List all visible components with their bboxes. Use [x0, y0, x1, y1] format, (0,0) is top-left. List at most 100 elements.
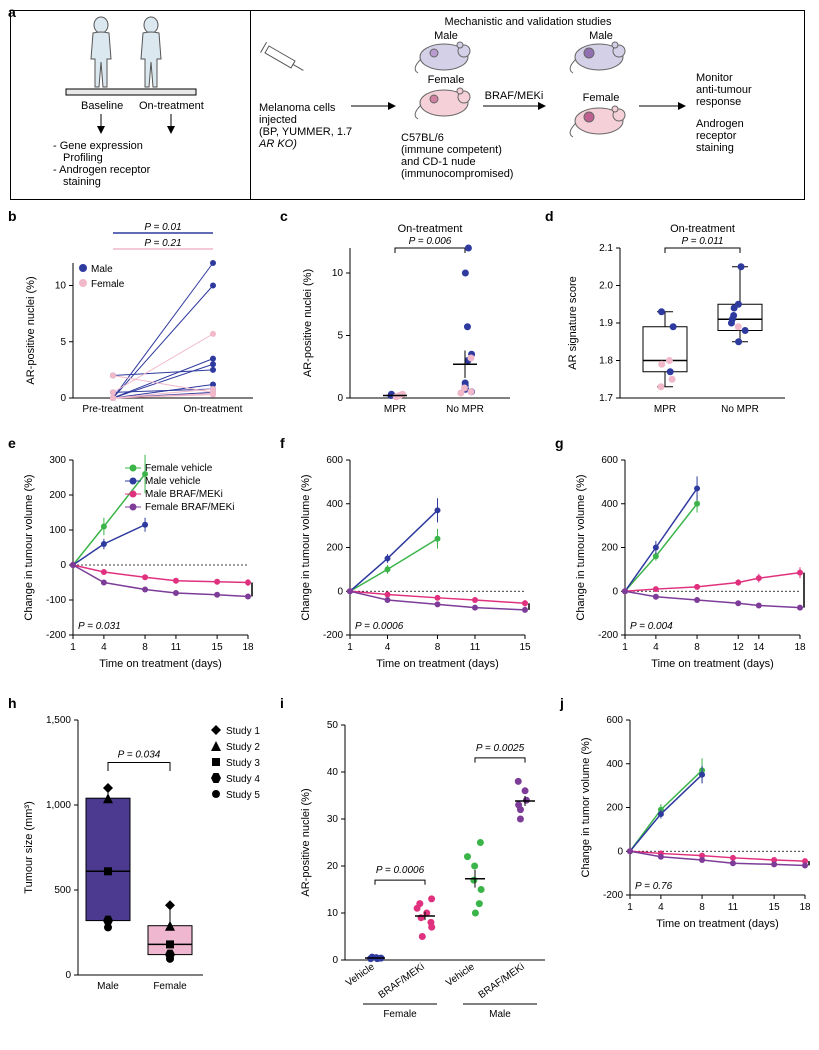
svg-text:0: 0: [337, 393, 343, 404]
chart-g: -2000200400600148121418Change in tumour …: [570, 445, 810, 685]
svg-text:On-treatment: On-treatment: [670, 223, 735, 235]
svg-text:1,000: 1,000: [46, 800, 71, 811]
svg-text:600: 600: [326, 455, 343, 466]
svg-text:8: 8: [435, 642, 441, 653]
svg-text:Time on treatment (days): Time on treatment (days): [651, 658, 773, 670]
svg-text:15: 15: [212, 642, 224, 653]
svg-text:(immune competent): (immune competent): [401, 144, 502, 156]
svg-text:P = 0.006: P = 0.006: [409, 236, 452, 247]
svg-text:0: 0: [617, 846, 623, 857]
chart-e: -200-1000100200300148111518Change in tum…: [18, 445, 273, 685]
baseline-label: Baseline: [81, 100, 123, 112]
svg-text:Time on treatment (days): Time on treatment (days): [99, 658, 221, 670]
svg-text:staining: staining: [696, 142, 734, 154]
svg-text:100: 100: [49, 525, 66, 536]
svg-text:BRAF/MEKi: BRAF/MEKi: [485, 90, 544, 102]
panel-label-b: b: [8, 208, 17, 224]
svg-text:Melanoma cells: Melanoma cells: [259, 102, 336, 114]
svg-text:On-treatment: On-treatment: [184, 404, 243, 415]
svg-text:5: 5: [337, 331, 343, 342]
svg-text:1: 1: [622, 642, 628, 653]
svg-text:4: 4: [653, 642, 659, 653]
svg-text:1,500: 1,500: [46, 715, 71, 726]
panel-label-d: d: [545, 208, 554, 224]
svg-text:200: 200: [601, 543, 618, 554]
svg-text:4: 4: [385, 642, 391, 653]
svg-text:AR-positive nuclei (%): AR-positive nuclei (%): [25, 276, 37, 384]
svg-text:Study 1: Study 1: [226, 726, 260, 737]
svg-text:Male BRAF/MEKi: Male BRAF/MEKi: [145, 489, 223, 500]
svg-text:Monitor: Monitor: [696, 72, 733, 84]
svg-text:Female: Female: [383, 1009, 417, 1020]
panel-label-g: g: [555, 435, 564, 451]
svg-text:MPR: MPR: [384, 404, 406, 415]
svg-text:Change in tumour volume (%): Change in tumour volume (%): [300, 474, 312, 620]
panel-a-right: Mechanistic and validation studies Melan…: [251, 11, 805, 199]
svg-text:response: response: [696, 96, 741, 108]
svg-text:400: 400: [601, 499, 618, 510]
svg-text:18: 18: [799, 902, 810, 913]
chart-h: 05001,0001,500MaleFemaleTumour size (mm³…: [18, 705, 273, 1025]
svg-text:0: 0: [65, 970, 71, 981]
svg-text:0: 0: [60, 560, 66, 571]
svg-text:Female: Female: [583, 92, 620, 104]
svg-text:400: 400: [606, 759, 623, 770]
svg-text:AR KO): AR KO): [258, 138, 297, 150]
svg-text:12: 12: [733, 642, 745, 653]
mech-title: Mechanistic and validation studies: [445, 16, 612, 28]
svg-text:(BP, YUMMER, 1.7: (BP, YUMMER, 1.7: [259, 126, 352, 138]
svg-text:18: 18: [794, 642, 806, 653]
svg-text:Male: Male: [589, 30, 613, 42]
svg-text:400: 400: [326, 499, 343, 510]
svg-text:Male: Male: [434, 30, 458, 42]
svg-text:15: 15: [519, 642, 531, 653]
svg-text:40: 40: [327, 767, 339, 778]
svg-text:Female: Female: [91, 279, 125, 290]
svg-text:8: 8: [694, 642, 700, 653]
svg-text:Time on treatment (days): Time on treatment (days): [376, 658, 498, 670]
panel-label-c: c: [280, 208, 288, 224]
svg-text:18: 18: [242, 642, 254, 653]
svg-text:AR-positive nuclei (%): AR-positive nuclei (%): [302, 269, 314, 377]
panel-a: Baseline On-treatment - Gene expression …: [10, 10, 805, 200]
svg-text:4: 4: [658, 902, 664, 913]
svg-text:-200: -200: [323, 630, 343, 641]
svg-text:15: 15: [769, 902, 781, 913]
svg-text:30: 30: [327, 814, 339, 825]
panel-label-e: e: [8, 435, 16, 451]
svg-text:-200: -200: [46, 630, 66, 641]
svg-text:Male: Male: [91, 264, 113, 275]
svg-text:AR signature score: AR signature score: [567, 276, 579, 370]
svg-text:1.7: 1.7: [599, 393, 613, 404]
svg-text:2.1: 2.1: [599, 243, 613, 254]
svg-text:0: 0: [612, 586, 618, 597]
svg-text:Pre-treatment: Pre-treatment: [82, 404, 143, 415]
svg-text:Tumour size (mm³): Tumour size (mm³): [23, 801, 35, 893]
svg-text:300: 300: [49, 455, 66, 466]
svg-text:anti-tumour: anti-tumour: [696, 84, 752, 96]
svg-text:200: 200: [606, 803, 623, 814]
svg-text:Study 4: Study 4: [226, 774, 260, 785]
svg-text:P = 0.031: P = 0.031: [78, 621, 121, 632]
svg-text:injected: injected: [259, 114, 297, 126]
svg-text:Change in tumor volume (%): Change in tumor volume (%): [580, 737, 592, 877]
svg-text:AR-positive nuclei (%): AR-positive nuclei (%): [300, 788, 312, 896]
svg-text:No MPR: No MPR: [721, 404, 759, 415]
svg-text:Male: Male: [489, 1009, 511, 1020]
svg-text:Male vehicle: Male vehicle: [145, 476, 201, 487]
svg-text:P = 0.0006: P = 0.0006: [355, 621, 404, 632]
svg-text:11: 11: [728, 902, 739, 913]
svg-text:600: 600: [601, 455, 618, 466]
svg-text:Female BRAF/MEKi: Female BRAF/MEKi: [145, 502, 234, 513]
svg-text:10: 10: [332, 268, 344, 279]
chart-f: -20002004006001481115Change in tumour vo…: [295, 445, 545, 685]
svg-text:1.8: 1.8: [599, 356, 613, 367]
svg-text:14: 14: [753, 642, 765, 653]
svg-text:P = 0.76: P = 0.76: [635, 881, 673, 892]
svg-text:Study 5: Study 5: [226, 790, 260, 801]
svg-text:2.0: 2.0: [599, 281, 613, 292]
panel-label-f: f: [280, 435, 285, 451]
mouse-male-icon: [415, 42, 470, 73]
svg-text:Androgen: Androgen: [696, 118, 744, 130]
svg-text:MPR: MPR: [654, 404, 676, 415]
